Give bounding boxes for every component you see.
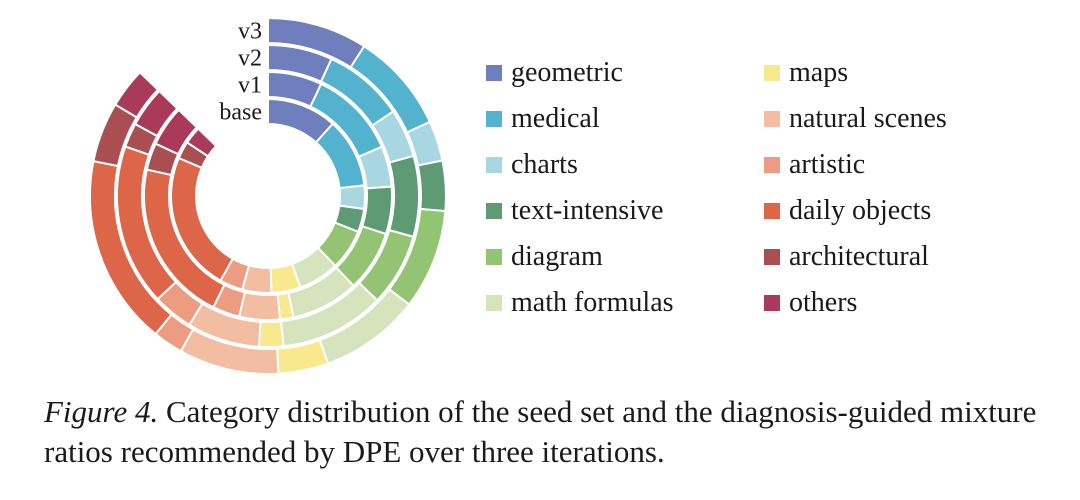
legend-swatch-icon (486, 157, 502, 173)
legend-item-charts: charts (486, 144, 578, 186)
legend-swatch-icon (486, 111, 502, 127)
legend-label: geometric (511, 57, 623, 88)
figure-number: Figure 4. (44, 394, 159, 429)
legend-label: others (789, 287, 858, 318)
legend-label: medical (511, 103, 600, 134)
legend-swatch-icon (486, 203, 502, 219)
segment-v1-natural-scenes (237, 291, 282, 321)
legend-label: charts (511, 149, 578, 180)
legend-item-daily-objects: daily objects (764, 190, 931, 232)
ring-label-base: base (219, 100, 262, 126)
segment-v2-others (133, 89, 179, 138)
segment-v3-others (113, 70, 160, 119)
legend-item-medical: medical (486, 98, 600, 140)
legend-swatch-icon (764, 111, 780, 127)
legend-swatch-icon (486, 295, 502, 311)
legend-label: natural scenes (789, 103, 947, 134)
caption-text: Category distribution of the seed set an… (44, 394, 1037, 469)
ring-label-v3: v3 (238, 19, 262, 45)
legend-item-text-intensive: text-intensive (486, 190, 663, 232)
ring-label-v2: v2 (238, 46, 262, 72)
legend-item-geometric: geometric (486, 52, 623, 94)
legend-item-math-formulas: math formulas (486, 282, 674, 324)
segment-base-others (185, 127, 218, 158)
segment-v2-text-intensive (388, 154, 420, 239)
legend-label: maps (789, 57, 849, 88)
ring-base (170, 97, 366, 294)
figure-caption: Figure 4. Category distribution of the s… (44, 392, 1044, 472)
legend-item-architectural: architectural (764, 236, 929, 278)
legend-swatch-icon (764, 203, 780, 219)
legend-swatch-icon (486, 249, 502, 265)
ring-v2 (116, 43, 420, 348)
segment-v2-maps (257, 320, 285, 348)
legend-label: architectural (789, 241, 929, 272)
legend-item-others: others (764, 282, 857, 324)
legend-swatch-icon (764, 65, 780, 81)
legend-label: daily objects (789, 195, 932, 226)
legend-item-artistic: artistic (764, 144, 865, 186)
legend-item-diagram: diagram (486, 236, 603, 278)
ring-label-v1: v1 (238, 73, 262, 99)
legend-item-maps: maps (764, 52, 848, 94)
legend-label: math formulas (511, 287, 674, 318)
legend-label: text-intensive (511, 195, 664, 226)
legend: geometric medical charts text-intensive diag… (486, 52, 1046, 328)
legend-swatch-icon (764, 249, 780, 265)
ring-v1 (143, 70, 393, 321)
segment-v1-others (154, 108, 199, 156)
legend-swatch-icon (486, 65, 502, 81)
legend-swatch-icon (764, 157, 780, 173)
segment-v3-text-intensive (416, 159, 447, 213)
legend-item-natural-scenes: natural scenes (764, 98, 947, 140)
ring-v3 (89, 16, 447, 375)
legend-swatch-icon (764, 295, 780, 311)
legend-label: diagram (511, 241, 603, 272)
legend-label: artistic (789, 149, 866, 180)
